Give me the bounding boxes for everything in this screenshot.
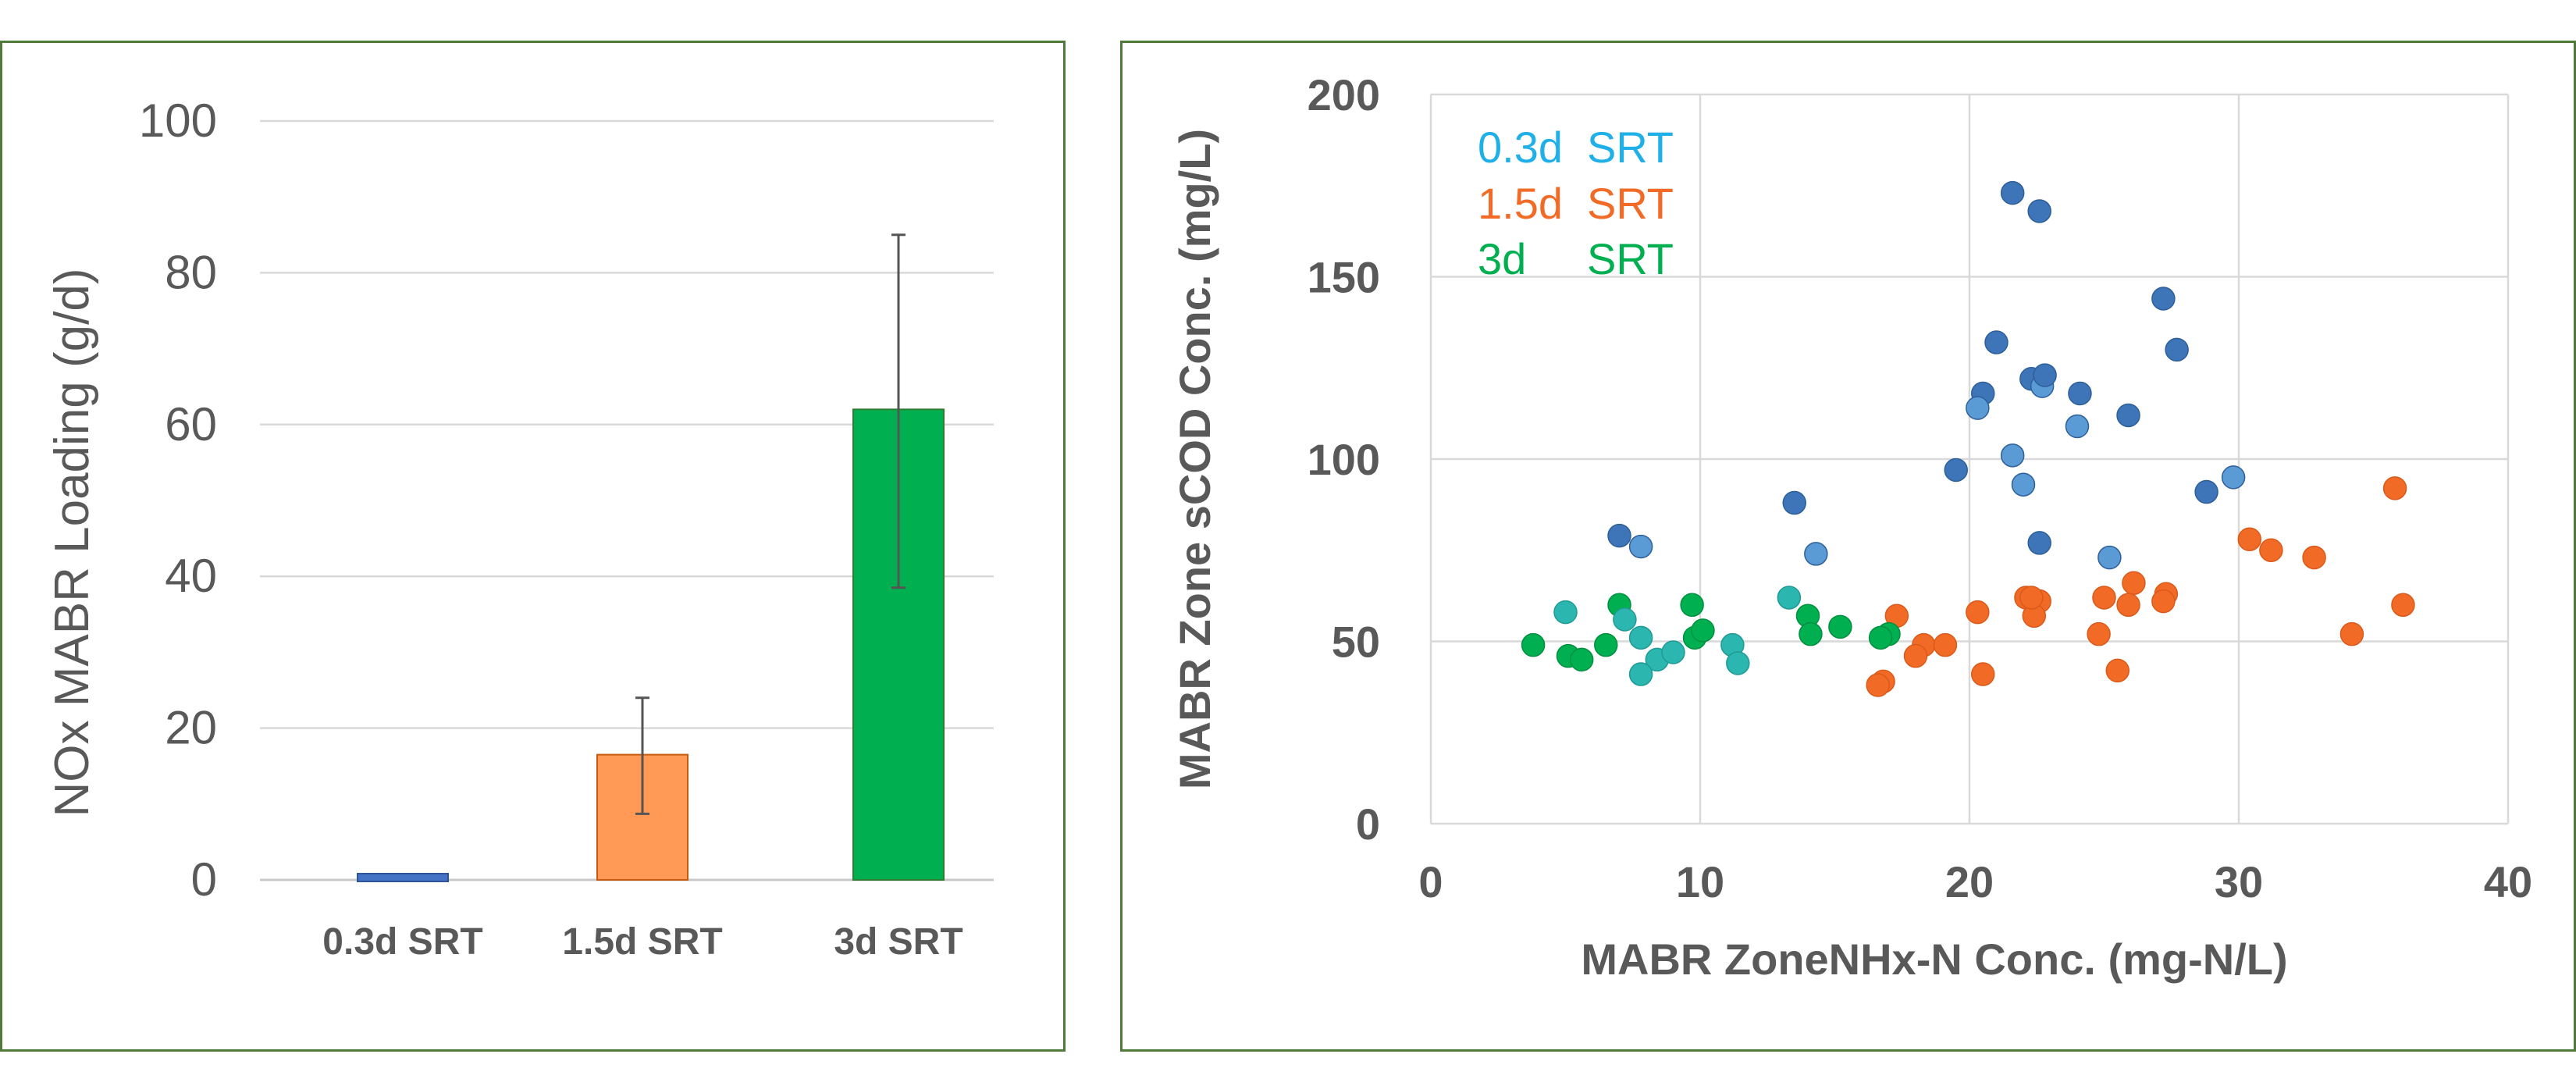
scatter-point: [1628, 662, 1653, 686]
scatter-chart-panel: 0 50 100 150 200 0 10 20 30 40 0.3d SRT 1.5d SRT 3d SRT…: [1120, 41, 2576, 1052]
scatter-point: [1628, 534, 1653, 559]
x-tick-label: 10: [1676, 857, 1724, 906]
scatter-point: [2027, 199, 2051, 223]
scatter-point: [1569, 647, 1594, 672]
scatter-point: [1868, 625, 1893, 650]
scatter-point: [2221, 465, 2246, 490]
scatter-point: [2087, 621, 2111, 646]
scatter-point: [2019, 586, 2044, 610]
scatter-point: [2027, 531, 2051, 555]
scatter-point: [2000, 180, 2025, 205]
scatter-point: [2151, 589, 2176, 614]
y-axis-title: MABR Zone sCOD Conc. (mg/L): [1170, 129, 1219, 789]
scatter-point: [1628, 625, 1653, 650]
scatter-point: [2011, 472, 2036, 497]
scatter-point: [2237, 527, 2262, 551]
scatter-point: [2339, 621, 2364, 646]
bar-chart: 0 20 40 60 80 100 0.3d SRT 1.5d SRT 3d SRT NOx MA…: [45, 94, 994, 963]
scatter-point: [1521, 632, 1546, 657]
scatter-point: [2092, 586, 2116, 610]
y-tick-label: 100: [1308, 435, 1380, 484]
scatter-point: [2116, 403, 2140, 428]
scatter-point: [2116, 593, 2140, 618]
scatter-point: [1691, 618, 1715, 643]
scatter-point: [2165, 337, 2189, 362]
scatter-point: [2122, 571, 2146, 596]
scatter-point: [1607, 523, 1631, 548]
scatter-point: [1553, 600, 1578, 625]
scatter-point: [2194, 479, 2218, 504]
scatter-point: [1828, 614, 1852, 639]
scatter-point: [1984, 330, 2008, 354]
scatter-point: [1804, 542, 1828, 566]
scatter-point: [2105, 658, 2129, 683]
y-tick-label: 0: [1356, 799, 1380, 849]
y-axis-title: NOx MABR Loading (g/d): [45, 269, 99, 817]
scatter-point: [1944, 458, 1968, 482]
scatter-point: [2391, 593, 2415, 618]
y-tick-label: 60: [165, 398, 217, 450]
scatter-point: [1777, 586, 1802, 610]
legend-label: SRT: [1587, 234, 1674, 283]
scatter-point: [1726, 651, 1750, 675]
scatter-point: [2097, 545, 2122, 570]
bar-chart-panel: 0 20 40 60 80 100 0.3d SRT 1.5d SRT 3d SRT NOx MA…: [0, 41, 1066, 1052]
y-tick-label: 80: [165, 246, 217, 298]
scatter-point: [1866, 673, 1890, 697]
x-category-label: 0.3d SRT: [322, 921, 482, 963]
scatter-point: [2302, 545, 2326, 570]
legend-label: SRT: [1587, 179, 1674, 228]
scatter-point: [1971, 662, 1995, 686]
scatter-point: [2065, 414, 2090, 439]
scatter-point: [2068, 381, 2092, 406]
x-tick-label: 30: [2215, 857, 2263, 906]
y-tick-label: 50: [1332, 618, 1380, 667]
scatter-point: [1799, 621, 1823, 646]
scatter-point: [1966, 600, 1990, 625]
x-tick-label: 0: [1418, 857, 1443, 906]
x-category-label: 1.5d SRT: [562, 921, 722, 963]
scatter-point: [2259, 538, 2283, 562]
scatter-point: [1966, 396, 1990, 420]
legend-label: 1.5d: [1478, 179, 1563, 228]
y-tick-label: 20: [165, 702, 217, 754]
scatter-point: [1782, 490, 1806, 515]
legend-label: SRT: [1587, 123, 1674, 172]
scatter-point: [2151, 287, 2176, 311]
y-tick-label: 0: [191, 853, 217, 906]
legend-label: 3d: [1478, 234, 1526, 283]
scatter-point: [1933, 632, 1958, 657]
scatter-point: [1594, 632, 1618, 657]
scatter-point: [1903, 643, 1928, 668]
scatter-chart: 0 50 100 150 200 0 10 20 30 40 0.3d SRT 1.5d SRT 3d SRT…: [1170, 70, 2532, 984]
x-tick-label: 40: [2484, 857, 2532, 906]
scatter-point: [1680, 593, 1704, 618]
scatter-point: [1661, 640, 1685, 664]
legend-label: 0.3d: [1478, 123, 1563, 172]
x-tick-label: 20: [1945, 857, 1994, 906]
x-category-label: 3d SRT: [834, 921, 962, 963]
scatter-point: [2000, 443, 2025, 468]
y-tick-label: 150: [1308, 253, 1380, 302]
y-tick-label: 40: [165, 550, 217, 602]
bar-0: [357, 873, 449, 882]
scatter-point: [2382, 476, 2407, 500]
scatter-point: [1613, 607, 1637, 632]
y-tick-label: 200: [1308, 70, 1380, 119]
y-tick-label: 100: [139, 94, 217, 147]
scatter-point: [2033, 363, 2057, 387]
x-axis-title: MABR ZoneNHx-N Conc. (mg-N/L): [1581, 935, 2287, 984]
